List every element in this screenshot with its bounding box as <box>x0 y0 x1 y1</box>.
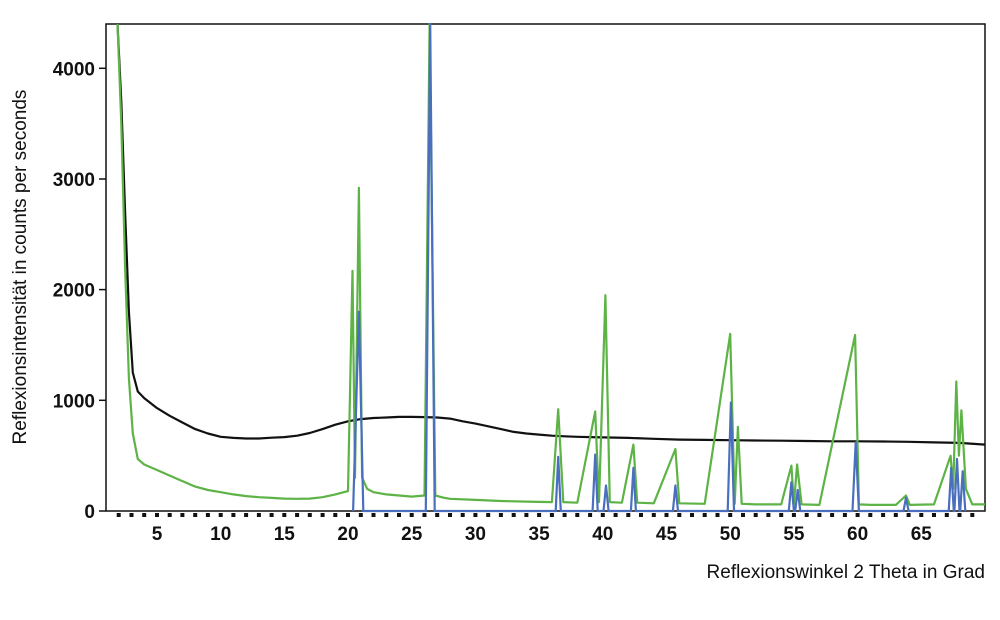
x-minor-tick <box>919 513 924 517</box>
x-axis: 5 10 15 20 25 30 35 40 45 50 55 60 65 <box>116 513 975 545</box>
y-tick-label: 1000 <box>53 391 95 412</box>
series-line-3 <box>352 22 967 513</box>
x-minor-tick <box>371 513 376 517</box>
x-minor-tick <box>893 513 898 517</box>
x-minor-tick <box>830 513 835 517</box>
x-minor-tick <box>320 513 325 517</box>
x-minor-tick <box>766 513 771 517</box>
x-minor-tick <box>129 513 134 517</box>
x-minor-tick <box>295 513 300 517</box>
x-minor-tick <box>282 513 287 517</box>
series-layer <box>116 22 986 513</box>
x-tick-label: 10 <box>210 524 231 545</box>
x-minor-tick <box>218 513 223 517</box>
x-minor-tick <box>346 513 350 517</box>
x-minor-tick <box>448 513 452 517</box>
x-tick-label: 30 <box>465 524 486 545</box>
x-minor-tick <box>741 513 745 517</box>
x-minor-tick <box>537 513 542 517</box>
x-minor-tick <box>549 513 554 517</box>
y-axis: 0 1000 2000 3000 4000 <box>53 59 106 523</box>
x-tick-label: 60 <box>847 524 868 545</box>
x-tick-label: 45 <box>656 524 678 545</box>
x-minor-tick <box>142 513 147 517</box>
x-minor-tick <box>409 513 414 517</box>
x-minor-tick <box>804 513 809 517</box>
x-minor-tick <box>970 513 975 517</box>
x-minor-tick <box>779 513 784 517</box>
x-minor-tick <box>588 513 593 517</box>
x-tick-label: 15 <box>274 524 296 545</box>
x-minor-tick <box>664 513 669 517</box>
x-minor-tick <box>690 513 694 517</box>
x-minor-tick <box>600 513 605 517</box>
x-minor-tick <box>435 513 440 517</box>
x-tick-label: 20 <box>337 524 358 545</box>
x-tick-label: 5 <box>152 524 163 545</box>
x-minor-tick <box>205 513 210 517</box>
x-minor-tick <box>944 513 949 517</box>
x-minor-tick <box>906 513 911 517</box>
x-tick-label: 25 <box>401 524 423 545</box>
x-minor-tick <box>384 513 389 517</box>
x-minor-tick <box>817 513 822 517</box>
x-minor-tick <box>626 513 631 517</box>
x-minor-tick <box>855 513 860 517</box>
x-tick-label: 50 <box>720 524 741 545</box>
x-minor-tick <box>715 513 720 517</box>
x-minor-tick <box>639 513 643 517</box>
x-minor-tick <box>613 513 618 517</box>
x-minor-tick <box>333 513 338 517</box>
series-line-2 <box>116 22 985 506</box>
x-minor-tick <box>651 513 656 517</box>
x-tick-label: 35 <box>529 524 551 545</box>
x-minor-tick <box>575 513 580 517</box>
x-minor-tick <box>728 513 733 517</box>
x-minor-tick <box>498 513 503 517</box>
x-minor-tick <box>256 513 261 517</box>
x-minor-tick <box>562 513 567 517</box>
series-line-1 <box>116 23 986 446</box>
x-minor-tick <box>167 513 172 517</box>
y-tick-label: 3000 <box>53 170 95 191</box>
x-minor-tick <box>791 513 796 517</box>
x-minor-tick <box>868 513 873 517</box>
x-minor-tick <box>932 513 936 517</box>
y-tick-label: 0 <box>84 502 95 523</box>
y-axis-title: Reflexionsintensität in counts per secon… <box>10 90 31 445</box>
x-minor-tick <box>677 513 682 517</box>
x-minor-tick <box>486 513 491 517</box>
x-minor-tick <box>460 513 465 517</box>
y-tick-label: 2000 <box>53 281 95 302</box>
x-minor-tick <box>269 513 274 517</box>
x-tick-label: 65 <box>911 524 933 545</box>
x-minor-tick <box>397 513 401 517</box>
x-minor-tick <box>842 513 847 517</box>
x-minor-tick <box>753 513 758 517</box>
x-minor-tick <box>231 513 236 517</box>
x-minor-tick <box>422 513 427 517</box>
x-minor-tick <box>116 513 121 517</box>
x-minor-tick <box>957 513 962 517</box>
x-minor-tick <box>524 513 529 517</box>
x-minor-tick <box>193 513 198 517</box>
x-minor-tick <box>155 513 159 517</box>
x-minor-tick <box>180 513 185 517</box>
x-axis-title: Reflexionswinkel 2 Theta in Grad <box>707 562 985 583</box>
y-tick-label: 4000 <box>53 59 95 80</box>
x-minor-tick <box>702 513 707 517</box>
x-tick-label: 40 <box>592 524 613 545</box>
x-minor-tick <box>244 513 249 517</box>
x-tick-label: 55 <box>783 524 805 545</box>
x-minor-tick <box>473 513 478 517</box>
x-minor-tick <box>358 513 363 517</box>
x-minor-tick <box>881 513 886 517</box>
x-minor-tick <box>307 513 312 517</box>
x-minor-tick <box>511 513 516 517</box>
